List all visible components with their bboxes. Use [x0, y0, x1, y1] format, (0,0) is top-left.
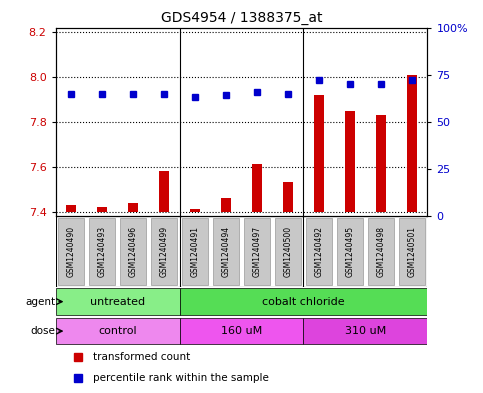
FancyBboxPatch shape [182, 218, 208, 285]
FancyBboxPatch shape [56, 288, 180, 315]
Text: GSM1240495: GSM1240495 [345, 226, 355, 277]
FancyBboxPatch shape [56, 318, 180, 344]
Bar [190, 209, 200, 212]
FancyBboxPatch shape [180, 288, 427, 315]
Text: agent: agent [26, 297, 56, 307]
FancyBboxPatch shape [306, 218, 332, 285]
Bar [344, 110, 355, 212]
Bar [252, 165, 262, 212]
Text: 160 uM: 160 uM [221, 326, 262, 336]
Text: GSM1240492: GSM1240492 [314, 226, 324, 277]
FancyBboxPatch shape [275, 218, 301, 285]
Text: dose: dose [30, 326, 56, 336]
Text: GSM1240496: GSM1240496 [128, 226, 138, 277]
FancyBboxPatch shape [303, 318, 427, 344]
Text: GSM1240493: GSM1240493 [98, 226, 107, 277]
Bar [97, 207, 107, 212]
FancyBboxPatch shape [58, 218, 84, 285]
Text: untreated: untreated [90, 297, 145, 307]
FancyBboxPatch shape [89, 218, 115, 285]
Text: GSM1240500: GSM1240500 [284, 226, 293, 277]
Bar [221, 198, 231, 212]
Text: GSM1240491: GSM1240491 [190, 226, 199, 277]
Bar [376, 115, 386, 212]
Text: GSM1240497: GSM1240497 [253, 226, 261, 277]
Bar [128, 203, 139, 212]
FancyBboxPatch shape [151, 218, 177, 285]
Text: control: control [98, 326, 137, 336]
Bar [407, 75, 417, 212]
Text: GSM1240498: GSM1240498 [376, 226, 385, 277]
Text: cobalt chloride: cobalt chloride [262, 297, 345, 307]
FancyBboxPatch shape [399, 218, 425, 285]
FancyBboxPatch shape [120, 218, 146, 285]
Text: 310 uM: 310 uM [345, 326, 386, 336]
Bar [66, 205, 76, 212]
Text: transformed count: transformed count [93, 352, 190, 362]
FancyBboxPatch shape [337, 218, 363, 285]
FancyBboxPatch shape [213, 218, 239, 285]
Text: GSM1240499: GSM1240499 [159, 226, 169, 277]
FancyBboxPatch shape [180, 318, 303, 344]
FancyBboxPatch shape [368, 218, 394, 285]
Bar [313, 95, 325, 212]
Text: GSM1240501: GSM1240501 [408, 226, 416, 277]
FancyBboxPatch shape [244, 218, 270, 285]
Text: GSM1240494: GSM1240494 [222, 226, 230, 277]
Text: percentile rank within the sample: percentile rank within the sample [93, 373, 269, 383]
Bar [283, 182, 293, 212]
Title: GDS4954 / 1388375_at: GDS4954 / 1388375_at [161, 11, 322, 25]
Text: GSM1240490: GSM1240490 [67, 226, 75, 277]
Bar [158, 171, 170, 212]
